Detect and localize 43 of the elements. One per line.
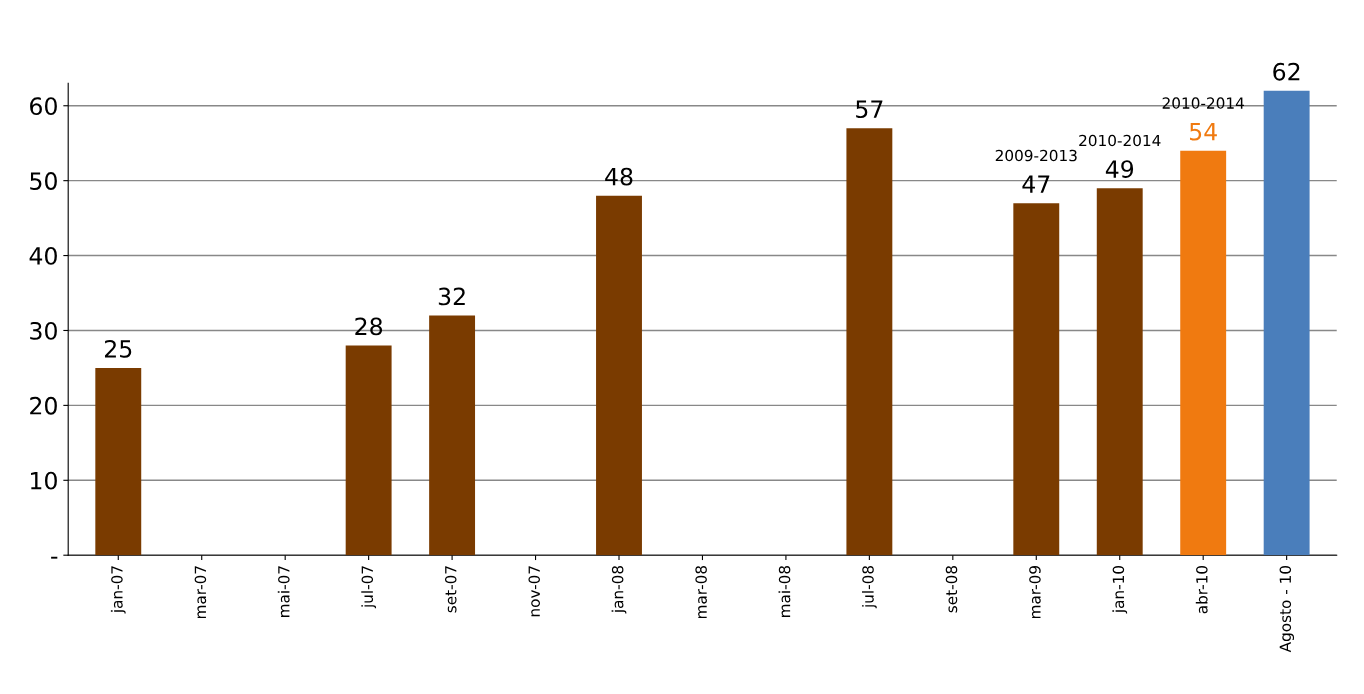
x-tick-label: mar-08 [695, 565, 707, 619]
x-tick-label: mai-08 [778, 565, 791, 617]
x-tick-label: nov-07 [528, 566, 540, 617]
x-tick-label: abr-10 [1195, 565, 1208, 614]
bar [1096, 188, 1143, 556]
y-tick-label: 40 [29, 247, 57, 265]
x-tick-label: jul-07 [361, 566, 377, 609]
annotation: 2010-2014 [1079, 134, 1161, 147]
bar [95, 367, 142, 556]
bar [429, 315, 476, 556]
y-tick-label: 20 [30, 396, 57, 415]
y-tick-label: 10 [31, 471, 57, 490]
bar [1013, 203, 1060, 556]
y-tick-label: 50 [30, 172, 57, 190]
data-label: 48 [605, 167, 633, 186]
x-tick-label: mai-07 [277, 566, 290, 617]
x-tick-label: mar-09 [1029, 565, 1041, 619]
x-tick-label: jan-08 [611, 565, 627, 614]
data-label: 28 [355, 317, 383, 336]
x-tick-label: jan-07 [110, 566, 126, 614]
y-tick-label: - [51, 556, 58, 559]
bar [345, 345, 392, 556]
x-tick-label: set-08 [945, 565, 958, 613]
x-tick-label: jan-10 [1112, 565, 1128, 614]
data-label: 32 [438, 287, 465, 306]
data-label: 62 [1273, 62, 1300, 81]
bar [1180, 150, 1227, 556]
annotation: 2010-2014 [1162, 97, 1244, 109]
x-tick-label: jul-08 [861, 565, 877, 609]
bar [846, 128, 893, 556]
x-tick-label: set-07 [444, 566, 457, 613]
y-tick-label: 30 [30, 321, 57, 340]
bar [1263, 90, 1310, 556]
data-label: 57 [856, 100, 883, 119]
data-label: 25 [104, 339, 132, 358]
x-tick-label: mar-07 [194, 566, 207, 619]
y-tick-label: 60 [30, 97, 57, 116]
annotation: 2009-2013 [995, 149, 1077, 162]
data-label: 49 [1105, 160, 1134, 179]
data-label: 54 [1189, 123, 1217, 141]
data-label: 47 [1022, 175, 1050, 193]
x-tick-label: Agosto - 10 [1279, 565, 1295, 653]
bar [596, 195, 642, 556]
